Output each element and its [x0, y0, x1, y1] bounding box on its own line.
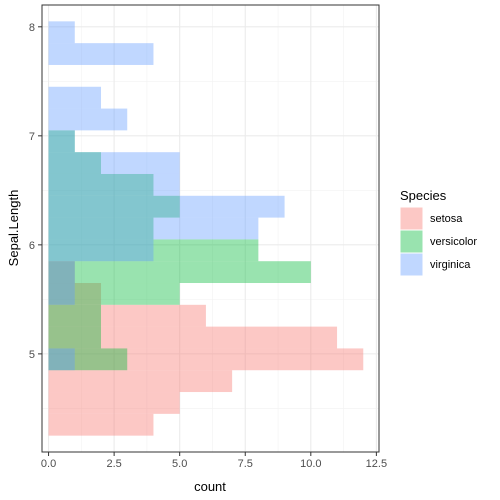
bar-setosa [48, 326, 338, 349]
x-tick-label: 12.5 [366, 458, 387, 470]
bar-setosa [48, 413, 154, 436]
y-tick-label: 6 [29, 240, 35, 252]
y-tick-label: 7 [29, 131, 35, 143]
bar-setosa [48, 261, 75, 284]
bar-virginica [48, 152, 180, 174]
bar-versicolor [48, 348, 128, 371]
bar-versicolor [48, 130, 75, 153]
bar-virginica [48, 21, 75, 44]
bar-setosa [48, 304, 206, 327]
x-axis-title: count [194, 479, 226, 494]
bar-virginica [48, 108, 128, 131]
y-tick-label: 8 [29, 22, 35, 34]
legend-key-bg [400, 253, 423, 276]
plot-border [41, 4, 380, 453]
x-tick-label: 0.0 [41, 458, 56, 470]
y-axis-ticks: 5 6 7 8 [29, 22, 42, 361]
bar-versicolor [48, 239, 259, 262]
legend-label-setosa: setosa [430, 213, 463, 225]
series-versicolor [48, 130, 311, 371]
legend-key-bg [400, 207, 423, 230]
bar-virginica [48, 43, 154, 65]
y-tick-label: 5 [29, 349, 35, 361]
series-virginica [48, 21, 285, 371]
bar-setosa [48, 392, 180, 414]
bar-versicolor [48, 304, 102, 327]
legend-key-bg [400, 230, 423, 253]
legend-label-virginica: virginica [430, 259, 471, 271]
bar-virginica [48, 261, 75, 284]
legend-key-versicolor [400, 230, 423, 253]
bar-virginica [48, 348, 75, 371]
legend-key-setosa [400, 207, 423, 230]
x-tick-label: 2.5 [106, 458, 121, 470]
histogram-bars [48, 21, 364, 436]
major-gridlines [42, 5, 379, 452]
bar-versicolor [48, 152, 102, 174]
series-setosa [48, 261, 364, 436]
bar-virginica [48, 130, 75, 153]
bar-virginica [48, 195, 285, 218]
minor-gridlines [42, 5, 379, 452]
x-tick-label: 5.0 [172, 458, 187, 470]
x-tick-label: 7.5 [238, 458, 253, 470]
bar-setosa [48, 370, 233, 393]
bar-virginica [48, 173, 180, 196]
bar-virginica [48, 283, 75, 305]
bar-versicolor [48, 217, 154, 240]
bar-versicolor [48, 261, 311, 284]
bar-versicolor [48, 283, 180, 305]
x-tick-label: 10.0 [300, 458, 321, 470]
bar-versicolor [48, 173, 154, 196]
legend-title: Species [400, 188, 447, 203]
bar-virginica [48, 86, 102, 109]
legend: Species setosa versicolor virginica [400, 188, 477, 276]
bar-versicolor [48, 195, 180, 218]
bar-virginica [48, 239, 154, 262]
legend-label-versicolor: versicolor [430, 236, 477, 248]
bar-setosa [48, 283, 102, 305]
bar-setosa [48, 348, 364, 371]
legend-key-virginica [400, 253, 423, 276]
y-axis-title: Sepal.Length [6, 190, 21, 267]
bar-virginica [48, 217, 259, 240]
x-axis-ticks: 0.0 2.5 5.0 7.5 10.0 12.5 [41, 452, 387, 470]
bar-versicolor [48, 326, 102, 349]
plot-background [42, 5, 379, 452]
